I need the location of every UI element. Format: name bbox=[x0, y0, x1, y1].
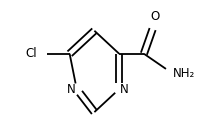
Text: O: O bbox=[150, 10, 159, 23]
Text: N: N bbox=[120, 83, 129, 96]
Text: NH₂: NH₂ bbox=[173, 67, 195, 80]
Text: N: N bbox=[67, 83, 76, 96]
Text: Cl: Cl bbox=[25, 47, 37, 60]
